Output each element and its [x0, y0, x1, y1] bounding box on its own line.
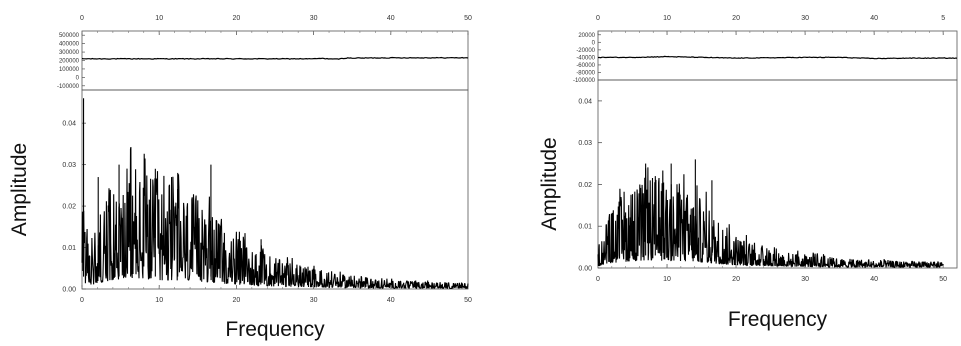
- top-x-tick-label: 40: [870, 15, 878, 22]
- x-axis-title: Frequency: [728, 308, 828, 331]
- top-x-tick-label: 20: [233, 15, 241, 22]
- y-tick-label: 0.02: [62, 204, 76, 211]
- x-tick-label: 40: [387, 297, 395, 304]
- top-x-tick-label: 0: [80, 15, 84, 22]
- top-x-tick-label: 40: [387, 15, 395, 22]
- top-y-tick-label: -40000: [576, 55, 595, 61]
- top-y-tick-label: -20000: [576, 48, 595, 54]
- right-top-panel: 0 10 20 30 40 5200000-20000-40000-60000-80000…: [573, 15, 958, 84]
- x-axis-title: Frequency: [225, 318, 325, 341]
- y-tick-label: 0.03: [578, 140, 592, 147]
- x-tick-label: 20: [732, 276, 740, 283]
- top-y-tick-label: -100000: [57, 84, 80, 90]
- top-panel-frame: [81, 30, 469, 91]
- top-y-tick-label: -100000: [573, 78, 596, 84]
- top-x-tick-label: 30: [801, 15, 809, 22]
- bottom-panel-frame: [81, 89, 469, 290]
- top-panel-frame: [597, 30, 958, 81]
- y-tick-label: 0.04: [578, 98, 592, 105]
- x-tick-label: 0: [596, 276, 600, 283]
- spectrum-line: [597, 167, 944, 268]
- x-tick-label: 10: [663, 276, 671, 283]
- top-series-line: [81, 56, 469, 60]
- spectrum-line: [81, 146, 469, 290]
- top-x-tick-label: 5: [941, 15, 945, 22]
- right-chart: 0 10 20 30 40 5200000-20000-40000-60000-80000…: [538, 15, 958, 331]
- top-y-tick-label: -80000: [576, 70, 595, 76]
- x-tick-label: 50: [939, 276, 947, 283]
- top-y-tick-label: 0: [592, 40, 596, 46]
- y-tick-label: 0.00: [62, 287, 76, 294]
- x-tick-label: 20: [233, 297, 241, 304]
- top-y-tick-label: 500000: [59, 33, 80, 39]
- left-chart: 0 10 20 30 40 5050000040000030000020000010000…: [8, 15, 472, 341]
- top-y-tick-label: 300000: [59, 50, 80, 56]
- y-axis-title: Amplitude: [538, 137, 561, 230]
- y-tick-label: 0.04: [62, 121, 76, 128]
- y-tick-label: 0.02: [578, 182, 592, 189]
- x-tick-label: 10: [155, 297, 163, 304]
- y-tick-label: 0.03: [62, 162, 76, 169]
- top-y-tick-label: 20000: [578, 33, 595, 39]
- top-x-tick-label: 30: [310, 15, 318, 22]
- top-y-tick-label: 200000: [59, 59, 80, 65]
- y-tick-label: 0.01: [578, 224, 592, 231]
- x-tick-label: 30: [801, 276, 809, 283]
- x-tick-label: 50: [464, 297, 472, 304]
- x-tick-label: 0: [80, 297, 84, 304]
- top-x-tick-label: 10: [155, 15, 163, 22]
- top-x-tick-label: 50: [464, 15, 472, 22]
- x-tick-label: 30: [310, 297, 318, 304]
- x-tick-label: 40: [870, 276, 878, 283]
- top-x-tick-label: 20: [732, 15, 740, 22]
- left-top-panel: 0 10 20 30 40 50 500000 400000 300000 200000 10000…: [57, 15, 472, 91]
- top-y-tick-label: 400000: [59, 42, 80, 48]
- top-y-tick-label: 0: [76, 75, 80, 81]
- top-y-tick-label: -60000: [576, 63, 595, 69]
- top-y-tick-label: 100000: [59, 67, 80, 73]
- y-tick-label: 0.00: [578, 266, 592, 273]
- top-x-tick-label: 10: [663, 15, 671, 22]
- y-axis-title: Amplitude: [8, 143, 31, 236]
- left-bottom-panel: 0 10 20 30 40 50 0.00 0.01 0.02 0.03 0.04: [62, 89, 472, 304]
- y-tick-label: 0.01: [62, 245, 76, 252]
- top-x-tick-label: 0: [596, 15, 600, 22]
- right-bottom-panel: 0 10 20 30 40 50 0.00 0.01 0.02 0.03 0.04: [578, 79, 958, 283]
- top-series-line: [598, 55, 957, 60]
